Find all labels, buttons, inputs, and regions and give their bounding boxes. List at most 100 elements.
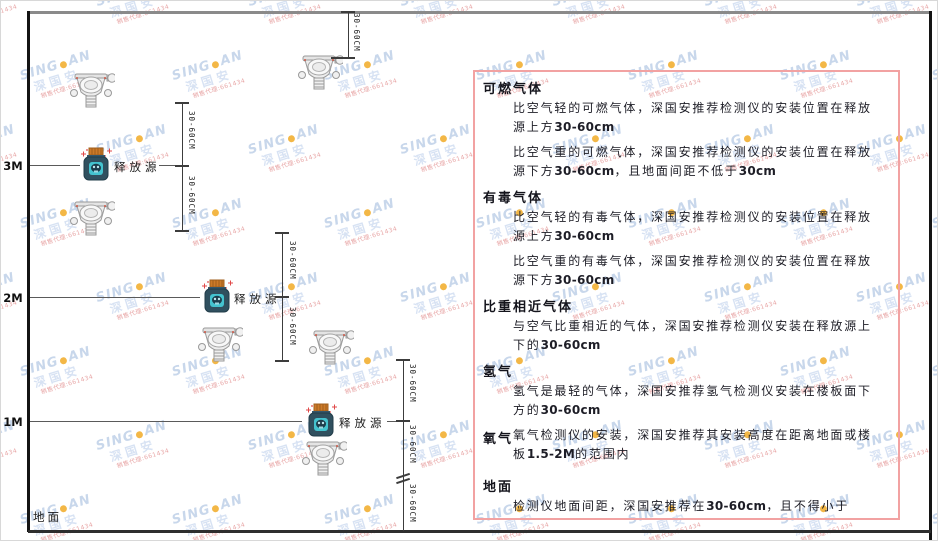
brand-tagline: 销售代理:661434: [268, 151, 323, 174]
dimension-label: 30-60CM: [187, 176, 196, 215]
brand-dot-icon: ●: [362, 502, 374, 516]
dimension-tick: [341, 11, 355, 13]
brand-tagline: 销售代理:661434: [0, 3, 19, 26]
leader-line: [387, 421, 403, 422]
panel-section-ground: 地面 检测仪地面间距，深国安推荐在30-60cm，且不得小于30cm，因为过低容…: [483, 476, 890, 518]
dimension-line: [348, 12, 349, 58]
ground-line: [28, 530, 931, 533]
brand-tagline: 销售代理:661434: [40, 373, 95, 396]
brand-tagline: 销售代理:661434: [344, 77, 399, 100]
release-source-icon: [305, 403, 338, 437]
brand-chinese-name: 深国安: [32, 362, 83, 391]
brand-wordmark: SING●AN: [550, 1, 625, 11]
brand-tagline: 销售代理:661434: [116, 299, 171, 322]
section-paragraph: 氢气是最轻的气体，深国安推荐氢气检测仪安装在楼板面下方的30-60cm: [513, 384, 872, 417]
brand-tagline: 销售代理:661434: [420, 299, 475, 322]
brand-dot-icon: ●: [438, 428, 450, 442]
brand-wordmark: SING●AN: [322, 492, 397, 528]
brand-dot-icon: ●: [134, 428, 146, 442]
brand-dot-icon: ●: [438, 132, 450, 146]
brand-dot-icon: ●: [210, 58, 222, 72]
section-paragraph: 氧气检测仪的安装，深国安推荐其安装高度在距离地面或楼板1.5-2M的范围内: [513, 428, 872, 461]
leader-line: [276, 297, 282, 298]
brand-wordmark: SING●AN: [854, 1, 929, 11]
brand-wordmark: SING●AN: [246, 1, 321, 11]
brand-wordmark: SING●AN: [170, 492, 245, 528]
dimension-tick: [396, 359, 410, 361]
height-label-2m: 2M: [3, 291, 23, 305]
gas-detector-icon: [309, 330, 354, 365]
dimension-label: 30-60CM: [352, 13, 361, 52]
panel-section-hydrogen: 氢气 氢气是最轻的气体，深国安推荐氢气检测仪安装在楼板面下方的30-60cm: [483, 361, 890, 419]
brand-chinese-name: 深国安: [412, 140, 463, 169]
height-label-3m: 3M: [3, 159, 23, 173]
left-wall-line: [27, 11, 30, 532]
dimension-label: 30-60CM: [408, 364, 417, 403]
gas-detector-icon: [198, 327, 243, 362]
dimension-label: 30-60CM: [288, 307, 297, 346]
release-source-icon: [201, 279, 234, 313]
ceiling-line: [28, 11, 929, 14]
dimension-tick: [275, 232, 289, 234]
release-source-label: 释放源: [234, 292, 281, 306]
brand-dot-icon: ●: [362, 206, 374, 220]
section-heading: 比重相近气体: [483, 300, 574, 315]
section-paragraph: 比空气轻的可燃气体，深国安推荐检测仪的安装位置在释放源上方30-60cm: [513, 101, 872, 134]
section-paragraph: 比空气轻的有毒气体，深国安推荐检测仪的安装位置在释放源上方30-60cm: [513, 210, 872, 243]
gas-detector-icon: [70, 73, 115, 108]
brand-wordmark: SING●AN: [398, 1, 473, 11]
brand-chinese-name: 深国安: [0, 436, 7, 465]
brand-wordmark: SING●AN: [0, 122, 17, 144]
brand-chinese-name: 深国安: [336, 214, 387, 243]
dimension-label: 30-60CM: [187, 111, 196, 150]
brand-wordmark: SING●AN: [702, 1, 777, 11]
brand-chinese-name: 深国安: [108, 288, 159, 317]
brand-wordmark: SING●AN: [246, 122, 321, 158]
right-wall-line: [929, 11, 932, 540]
brand-dot-icon: ●: [134, 132, 146, 146]
brand-chinese-name: 深国安: [336, 510, 387, 539]
brand-wordmark: SING●AN: [1, 1, 17, 11]
brand-dot-icon: ●: [362, 58, 374, 72]
brand-chinese-name: 深国安: [336, 66, 387, 95]
release-source-label: 释放源: [114, 160, 161, 174]
height-label-1m: 1M: [3, 415, 23, 429]
brand-tagline: 销售代理:661434: [192, 225, 247, 248]
dimension-tick: [175, 102, 189, 104]
dimension-tick: [275, 296, 289, 298]
brand-chinese-name: 深国安: [412, 436, 463, 465]
brand-tagline: 销售代理:661434: [116, 447, 171, 470]
section-paragraph: 检测仪地面间距，深国安推荐在30-60cm，且不得小于30cm，因为过低容易水溅…: [513, 499, 866, 518]
dimension-tick: [275, 360, 289, 362]
release-source-icon: [80, 147, 113, 181]
brand-dot-icon: ●: [286, 428, 298, 442]
brand-dot-icon: ●: [210, 206, 222, 220]
brand-dot-icon: ●: [362, 354, 374, 368]
panel-section-similar-density: 比重相近气体 与空气比重相近的气体，深国安推荐检测仪安装在释放源上下的30-60…: [483, 296, 890, 354]
brand-wordmark: SING●AN: [94, 270, 169, 306]
brand-chinese-name: 深国安: [184, 510, 235, 539]
level-line-3m: [30, 165, 80, 166]
level-line-1m: [30, 421, 302, 422]
brand-chinese-name: 深国安: [260, 140, 311, 169]
brand-dot-icon: ●: [286, 132, 298, 146]
dimension-label: 30-60CM: [408, 425, 417, 464]
gas-detector-icon: [302, 441, 347, 476]
section-paragraph: 比空气重的有毒气体，深国安推荐检测仪的安装位置在释放源下方30-60cm: [513, 254, 872, 287]
brand-dot-icon: ●: [58, 354, 70, 368]
brand-tagline: 销售代理:661434: [344, 373, 399, 396]
brand-tagline: 销售代理:661434: [192, 373, 247, 396]
brand-wordmark: SING●AN: [170, 48, 245, 84]
